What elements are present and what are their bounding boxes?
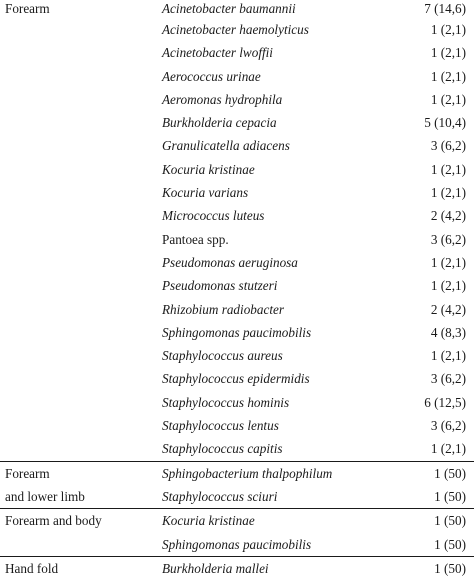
- isolate-count: 3 (6,2): [430, 371, 466, 387]
- organism-name: Pseudomonas aeruginosa: [162, 254, 298, 270]
- isolate-count: 1 (50): [434, 465, 466, 481]
- table-row: Forearm and body Kocuria kristinae 1 (50): [0, 509, 474, 532]
- table-row: Acinetobacter lwoffii 1 (2,1): [0, 41, 474, 64]
- table-row: Rhizobium radiobacter 2 (4,2): [0, 298, 474, 321]
- organism-name: Aerococcus urinae: [162, 68, 261, 84]
- isolate-count: 1 (2,1): [430, 22, 466, 37]
- isolate-count: 1 (2,1): [430, 348, 466, 364]
- organism-name: Pantoea spp.: [162, 231, 229, 247]
- organism-name: Micrococcus luteus: [162, 208, 265, 224]
- isolate-count: 1 (2,1): [430, 278, 466, 294]
- organism-name: Sphingobacterium thalpophilum: [162, 465, 333, 481]
- organism-name: Pseudomonas stutzeri: [162, 278, 278, 294]
- organism-name: Sphingomonas paucimobilis: [162, 536, 312, 552]
- site-label: Hand fold: [5, 560, 59, 576]
- organism-name: Burkholderia cepacia: [162, 115, 277, 131]
- isolate-count: 2 (4,2): [430, 301, 466, 317]
- site-label: Forearm and body: [5, 513, 102, 529]
- table-row: Burkholderia cepacia 5 (10,4): [0, 111, 474, 134]
- organism-name: Staphylococcus hominis: [162, 394, 290, 410]
- organism-name: Kocuria varians: [162, 185, 249, 201]
- isolate-count: 2 (4,2): [430, 208, 466, 224]
- organism-name: Sphingomonas paucimobilis: [162, 324, 312, 340]
- table-row: and lower limb Staphylococcus sciuri 1 (50…: [0, 485, 474, 508]
- isolate-count: 3 (6,2): [430, 138, 466, 154]
- table-row: Aerococcus urinae 1 (2,1): [0, 65, 474, 88]
- table-row: Sphingomonas paucimobilis 4 (8,3): [0, 321, 474, 344]
- isolate-count: 1 (2,1): [430, 441, 466, 457]
- organism-name: Burkholderia mallei: [162, 560, 269, 576]
- table-row: Staphylococcus hominis 6 (12,5): [0, 391, 474, 414]
- organism-name: Acinetobacter baumannii: [162, 1, 296, 16]
- organism-name: Aeromonas hydrophila: [162, 91, 283, 107]
- organism-name: Staphylococcus epidermidis: [162, 371, 310, 387]
- isolate-count: 1 (50): [434, 513, 466, 529]
- site-label: and lower limb: [5, 488, 85, 504]
- organism-name: Acinetobacter haemolyticus: [162, 22, 309, 37]
- isolate-count: 1 (2,1): [430, 91, 466, 107]
- isolate-count: 4 (8,3): [430, 324, 466, 340]
- table-row: Granulicatella adiacens 3 (6,2): [0, 134, 474, 157]
- table-row: Kocuria kristinae 1 (2,1): [0, 158, 474, 181]
- table-row: Staphylococcus aureus 1 (2,1): [0, 344, 474, 367]
- site-label: Forearm: [5, 1, 50, 16]
- table-row: Staphylococcus epidermidis 3 (6,2): [0, 367, 474, 390]
- table-row: Acinetobacter haemolyticus 1 (2,1): [0, 18, 474, 41]
- organism-name: Staphylococcus capitis: [162, 441, 283, 457]
- isolate-count: 1 (2,1): [430, 45, 466, 61]
- table-row: Forearm Acinetobacter baumannii 7 (14,6): [0, 0, 474, 18]
- isolate-count: 1 (2,1): [430, 185, 466, 201]
- isolate-count: 1 (2,1): [430, 68, 466, 84]
- table-row: Staphylococcus lentus 3 (6,2): [0, 414, 474, 437]
- table-row: Sphingomonas paucimobilis 1 (50): [0, 533, 474, 556]
- organism-name: Staphylococcus sciuri: [162, 488, 278, 504]
- group-divider: [0, 460, 474, 462]
- isolate-count: 3 (6,2): [430, 418, 466, 434]
- table-row: Aeromonas hydrophila 1 (2,1): [0, 88, 474, 111]
- site-label: Forearm: [5, 465, 50, 481]
- organism-name: Kocuria kristinae: [162, 161, 255, 177]
- table-row: Pseudomonas aeruginosa 1 (2,1): [0, 251, 474, 274]
- isolate-count: 5 (10,4): [424, 115, 466, 131]
- isolate-count: 1 (50): [434, 560, 466, 576]
- table-row: Forearm Sphingobacterium thalpophilum 1 (5…: [0, 462, 474, 485]
- isolate-count: 1 (2,1): [430, 161, 466, 177]
- table-row: Micrococcus luteus 2 (4,2): [0, 204, 474, 227]
- isolate-count: 7 (14,6): [424, 1, 466, 16]
- organism-name: Granulicatella adiacens: [162, 138, 290, 154]
- organism-name: Staphylococcus aureus: [162, 348, 283, 364]
- organism-name: Rhizobium radiobacter: [162, 301, 284, 317]
- table-row: Kocuria varians 1 (2,1): [0, 181, 474, 204]
- table-row: Staphylococcus capitis 1 (2,1): [0, 437, 474, 460]
- table-row: Hand fold Burkholderia mallei 1 (50): [0, 557, 474, 580]
- table-row: Pseudomonas stutzeri 1 (2,1): [0, 274, 474, 297]
- table-row: Pantoea spp. 3 (6,2): [0, 228, 474, 251]
- organism-name: Staphylococcus lentus: [162, 418, 279, 434]
- organism-name: Kocuria kristinae: [162, 513, 255, 529]
- isolate-count: 6 (12,5): [424, 394, 466, 410]
- isolate-count: 1 (50): [434, 536, 466, 552]
- organism-name: Acinetobacter lwoffii: [162, 45, 273, 61]
- isolate-count: 1 (2,1): [430, 254, 466, 270]
- isolate-count: 3 (6,2): [430, 231, 466, 247]
- isolate-count: 1 (50): [434, 488, 466, 504]
